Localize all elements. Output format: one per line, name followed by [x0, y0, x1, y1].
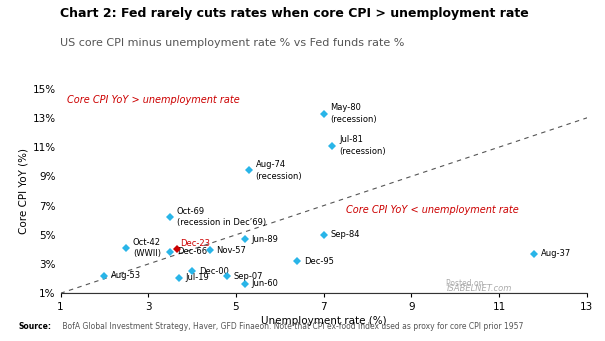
Text: Jun-60: Jun-60	[251, 279, 278, 288]
Text: Jul-19: Jul-19	[186, 273, 209, 282]
Text: Aug-37: Aug-37	[541, 249, 571, 258]
Text: Oct-69: Oct-69	[177, 207, 205, 216]
Text: Dec-95: Dec-95	[304, 257, 334, 266]
Text: (recession in Dec’69): (recession in Dec’69)	[177, 219, 266, 227]
Text: Sep-07: Sep-07	[234, 272, 263, 281]
Text: BofA Global Investment Strategy, Haver, GFD Finaeon. Note that CPI ex-food index: BofA Global Investment Strategy, Haver, …	[60, 322, 524, 331]
Text: Dec-00: Dec-00	[198, 267, 229, 276]
X-axis label: Unemployment rate (%): Unemployment rate (%)	[261, 316, 387, 326]
Text: (WWII): (WWII)	[133, 249, 161, 258]
Text: Chart 2: Fed rarely cuts rates when core CPI > unemployment rate: Chart 2: Fed rarely cuts rates when core…	[60, 7, 529, 20]
Text: Dec-23: Dec-23	[180, 239, 211, 248]
Text: Sep-84: Sep-84	[330, 230, 360, 239]
Text: Dec-66: Dec-66	[177, 247, 207, 256]
Text: Source:: Source:	[18, 322, 51, 331]
Text: Core CPI YoY < unemployment rate: Core CPI YoY < unemployment rate	[345, 205, 518, 215]
Text: Aug-53: Aug-53	[111, 271, 141, 280]
Y-axis label: Core CPI YoY (%): Core CPI YoY (%)	[18, 148, 28, 234]
Text: Posted on: Posted on	[446, 279, 484, 288]
Text: Jun-89: Jun-89	[251, 235, 278, 244]
Text: ISABELNET.com: ISABELNET.com	[446, 283, 512, 293]
Text: Oct-42: Oct-42	[133, 238, 161, 247]
Text: US core CPI minus unemployment rate % vs Fed funds rate %: US core CPI minus unemployment rate % vs…	[60, 38, 405, 47]
Text: (recession): (recession)	[256, 172, 302, 181]
Text: Nov-57: Nov-57	[216, 246, 246, 255]
Text: May-80: May-80	[330, 103, 361, 112]
Text: (recession): (recession)	[330, 115, 377, 124]
Text: Aug-74: Aug-74	[256, 160, 286, 169]
Text: Jul-81: Jul-81	[339, 135, 363, 145]
Text: Core CPI YoY > unemployment rate: Core CPI YoY > unemployment rate	[67, 95, 240, 105]
Text: (recession): (recession)	[339, 147, 385, 156]
